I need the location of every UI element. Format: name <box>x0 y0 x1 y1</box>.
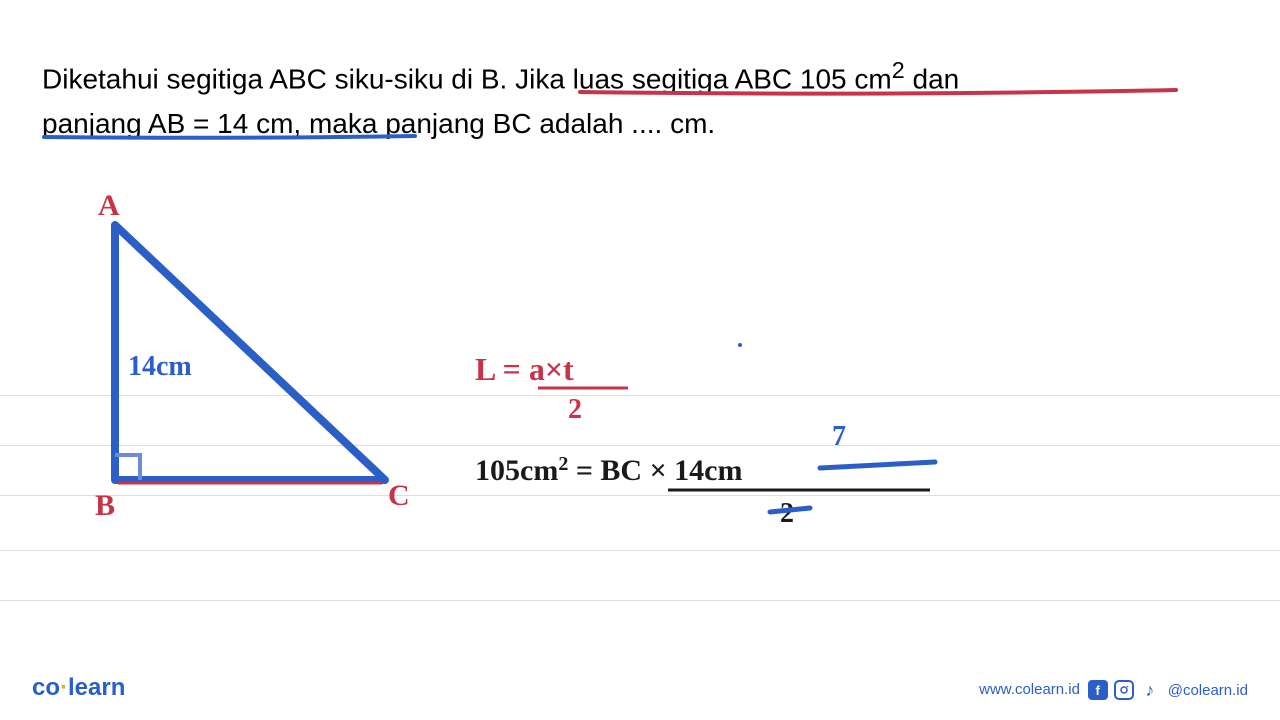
ruled-line <box>0 445 1280 446</box>
question-area: Diketahui segitiga ABC siku-siku di B. J… <box>42 52 1238 147</box>
logo: co·learn <box>32 674 125 702</box>
logo-learn: learn <box>68 674 125 701</box>
question-sup: 2 <box>892 57 905 83</box>
tiktok-icon: ♪ <box>1140 680 1160 700</box>
side-ab-label: 14cm <box>128 351 192 382</box>
ruled-background <box>0 395 1280 655</box>
website-url: www.colearn.id <box>979 681 1080 698</box>
social-handle: @colearn.id <box>1168 682 1248 699</box>
stray-dot <box>738 343 742 347</box>
ruled-line <box>0 495 1280 496</box>
ruled-line <box>0 395 1280 396</box>
question-text: Diketahui segitiga ABC siku-siku di B. J… <box>42 52 1238 147</box>
underline-blue <box>42 134 417 140</box>
ruled-line <box>0 550 1280 551</box>
formula-text: L = a×t <box>475 351 574 387</box>
logo-dot: · <box>60 674 68 701</box>
social-links: f ♪ @colearn.id <box>1088 680 1248 700</box>
facebook-icon: f <box>1088 680 1108 700</box>
instagram-icon <box>1114 680 1134 700</box>
vertex-a-label: A <box>98 189 120 222</box>
footer: co·learn www.colearn.id f ♪ @colearn.id <box>0 672 1280 702</box>
logo-co: co <box>32 674 60 701</box>
ruled-line <box>0 600 1280 601</box>
underline-red <box>578 88 1178 96</box>
